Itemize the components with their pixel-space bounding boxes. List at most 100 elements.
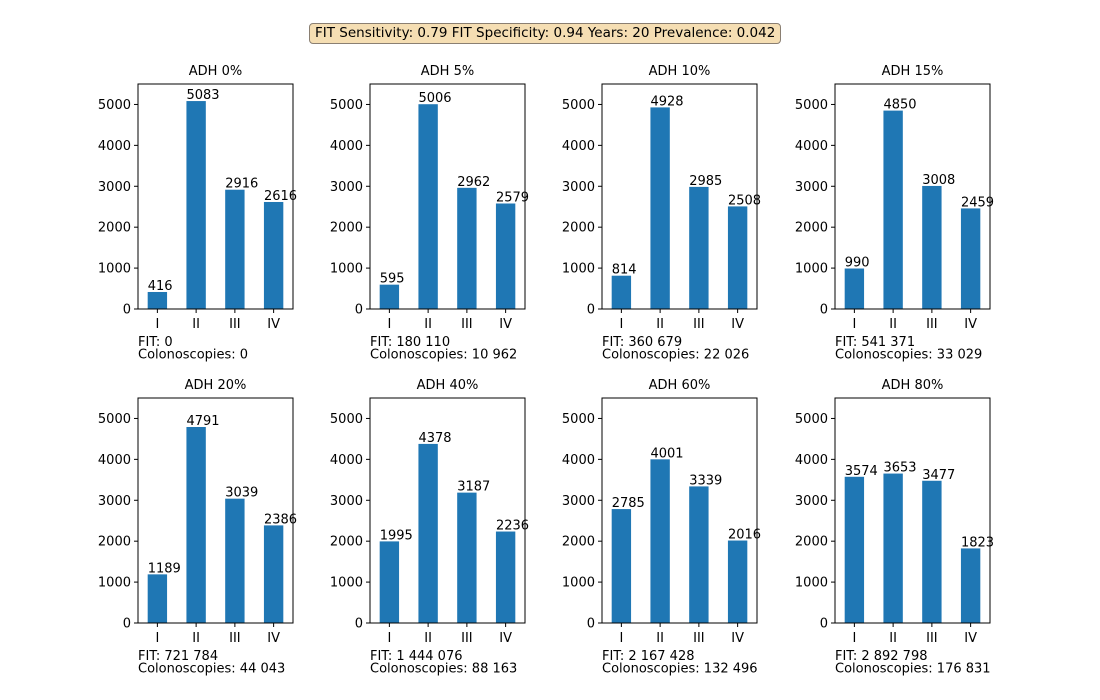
y-tick-label: 4000	[562, 139, 595, 154]
y-tick-label: 3000	[98, 180, 131, 195]
y-tick-label: 2000	[98, 221, 131, 236]
bar	[883, 473, 903, 623]
x-tick-label: I	[619, 631, 623, 646]
bar-value-label: 2016	[728, 528, 761, 543]
bar-value-label: 4001	[650, 446, 683, 461]
y-tick-label: 5000	[330, 98, 363, 113]
bar-value-label: 3008	[922, 173, 955, 188]
bar	[689, 186, 709, 309]
plot-frame	[369, 83, 526, 310]
x-tick-label: III	[229, 631, 241, 646]
y-tick-label: 4000	[795, 139, 828, 154]
y-tick-label: 1000	[98, 576, 131, 591]
x-tick-label: I	[387, 317, 391, 332]
bar	[418, 104, 438, 309]
bar	[727, 540, 748, 623]
y-tick-label: 0	[123, 303, 131, 318]
bar	[495, 203, 516, 309]
x-tick-label: IV	[267, 631, 280, 646]
y-tick-label: 3000	[795, 180, 828, 195]
fit-count-text: FIT: 541 371	[835, 335, 915, 350]
y-tick-label: 4000	[562, 453, 595, 468]
bar-value-label: 2459	[961, 195, 994, 210]
bar	[186, 101, 206, 310]
x-tick-label: II	[656, 631, 664, 646]
x-tick-label: IV	[964, 317, 977, 332]
bar-value-label: 2386	[264, 512, 297, 527]
x-tick-label: I	[619, 317, 623, 332]
bar	[922, 185, 942, 309]
y-tick-label: 2000	[330, 535, 363, 550]
bar-value-label: 1995	[380, 528, 413, 543]
y-tick-label: 4000	[330, 139, 363, 154]
bar-value-label: 5006	[418, 91, 451, 106]
bar	[457, 187, 477, 309]
bar	[225, 189, 245, 309]
bar	[495, 531, 516, 623]
bar-value-label: 4791	[186, 414, 219, 429]
x-tick-label: I	[852, 631, 856, 646]
colonoscopies-count-text: Colonoscopies: 0	[138, 348, 248, 363]
y-tick-label: 1000	[562, 576, 595, 591]
bar	[186, 427, 206, 623]
y-tick-label: 0	[355, 303, 363, 318]
y-tick-label: 0	[820, 617, 828, 632]
bar	[960, 208, 981, 309]
bar-value-label: 2236	[496, 519, 529, 534]
x-tick-label: I	[852, 317, 856, 332]
y-tick-label: 0	[820, 303, 828, 318]
plot-frame	[369, 397, 526, 624]
bar-value-label: 2785	[612, 496, 645, 511]
bar	[611, 275, 632, 309]
fit-count-text: FIT: 180 110	[370, 335, 450, 350]
fit-count-text: FIT: 2 167 428	[602, 649, 695, 664]
x-tick-label: IV	[499, 631, 512, 646]
bar-value-label: 2962	[457, 175, 490, 190]
bar-value-label: 2985	[689, 174, 722, 189]
chart-title: ADH 80%	[882, 378, 944, 393]
bar	[457, 492, 477, 623]
bar-value-label: 990	[845, 256, 870, 271]
bar-value-label: 4928	[650, 94, 683, 109]
bar	[727, 206, 748, 309]
x-tick-label: III	[461, 317, 473, 332]
fit-count-text: FIT: 1 444 076	[370, 649, 463, 664]
chart-title: ADH 40%	[417, 378, 479, 393]
bar	[883, 110, 903, 309]
y-tick-label: 3000	[562, 180, 595, 195]
x-tick-label: II	[192, 631, 200, 646]
bar	[922, 480, 942, 623]
plot-frame	[601, 397, 758, 624]
y-tick-label: 5000	[98, 98, 131, 113]
x-tick-label: IV	[499, 317, 512, 332]
plot-frame	[834, 397, 991, 624]
x-tick-label: IV	[267, 317, 280, 332]
y-tick-label: 1000	[795, 262, 828, 277]
bar	[379, 541, 400, 623]
y-tick-label: 0	[123, 617, 131, 632]
y-tick-label: 1000	[330, 262, 363, 277]
y-tick-label: 0	[355, 617, 363, 632]
bar	[611, 509, 632, 623]
x-tick-label: IV	[731, 317, 744, 332]
colonoscopies-count-text: Colonoscopies: 44 043	[138, 662, 285, 677]
y-tick-label: 4000	[98, 453, 131, 468]
chart-title: ADH 5%	[421, 64, 474, 79]
bar-value-label: 4378	[418, 431, 451, 446]
colonoscopies-count-text: Colonoscopies: 22 026	[602, 348, 749, 363]
bar	[379, 284, 400, 309]
chart-panel-5: ADH 20% 1189 I 4791 II 3039 III 2386 IV 0 1000 2000…	[98, 378, 297, 677]
bar-value-label: 3187	[457, 480, 490, 495]
plot-frame	[137, 83, 294, 310]
y-tick-label: 3000	[795, 494, 828, 509]
y-tick-label: 5000	[795, 412, 828, 427]
x-tick-label: II	[192, 317, 200, 332]
x-tick-label: IV	[964, 631, 977, 646]
y-tick-label: 3000	[330, 180, 363, 195]
y-tick-label: 3000	[562, 494, 595, 509]
colonoscopies-count-text: Colonoscopies: 10 962	[370, 348, 517, 363]
y-tick-label: 5000	[562, 98, 595, 113]
bar-value-label: 416	[148, 279, 173, 294]
chart-panel-3: ADH 10% 814 I 4928 II 2985 III 2508 IV 0 1000 2000 3…	[562, 64, 761, 363]
y-tick-label: 1000	[330, 576, 363, 591]
